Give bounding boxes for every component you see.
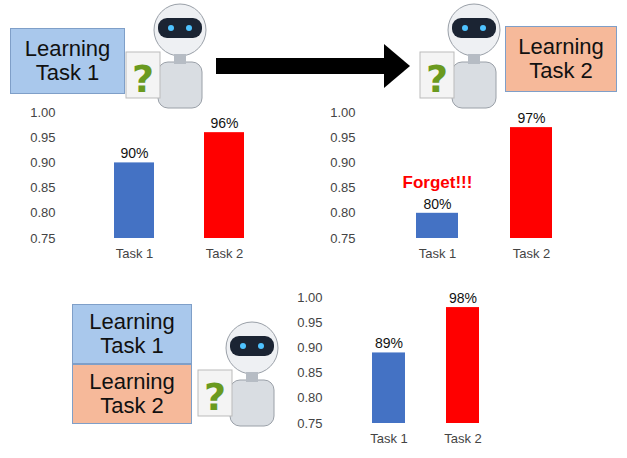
svg-text:Task 2: Task 2 <box>513 246 551 261</box>
svg-text:Task 1: Task 1 <box>419 246 457 261</box>
svg-text:90%: 90% <box>120 145 148 161</box>
svg-text:0.85: 0.85 <box>30 180 55 195</box>
svg-text:Forget!!!: Forget!!! <box>403 172 473 191</box>
svg-text:1.00: 1.00 <box>330 105 355 120</box>
svg-text:0.75: 0.75 <box>297 416 322 431</box>
svg-text:Task 1: Task 1 <box>116 246 154 261</box>
svg-text:98%: 98% <box>449 290 477 306</box>
svg-text:0.75: 0.75 <box>330 231 355 246</box>
svg-text:0.80: 0.80 <box>297 390 322 405</box>
svg-text:0.85: 0.85 <box>297 365 322 380</box>
svg-text:?: ? <box>204 375 226 419</box>
svg-text:Task 1: Task 1 <box>370 431 408 446</box>
svg-text:Task 2: Task 2 <box>206 246 244 261</box>
svg-text:0.75: 0.75 <box>30 231 55 246</box>
svg-text:0.90: 0.90 <box>30 155 55 170</box>
svg-text:80%: 80% <box>423 196 451 212</box>
svg-text:0.80: 0.80 <box>330 205 355 220</box>
svg-text:0.85: 0.85 <box>330 180 355 195</box>
svg-text:0.95: 0.95 <box>30 130 55 145</box>
svg-text:89%: 89% <box>375 335 403 351</box>
svg-text:96%: 96% <box>210 115 238 131</box>
svg-text:?: ? <box>426 57 448 101</box>
svg-text:0.95: 0.95 <box>297 315 322 330</box>
svg-text:97%: 97% <box>517 110 545 126</box>
svg-text:Task 2: Task 2 <box>444 431 482 446</box>
svg-text:1.00: 1.00 <box>30 105 55 120</box>
svg-text:0.80: 0.80 <box>30 205 55 220</box>
html-text:Learning Task 1: Learning Task 1 <box>89 308 175 358</box>
html-text:Learning Task 1: Learning Task 1 <box>24 35 111 85</box>
svg-text:0.90: 0.90 <box>330 155 355 170</box>
html-text:Learning Task 2: Learning Task 2 <box>89 368 175 418</box>
html-text:Learning Task 2: Learning Task 2 <box>518 33 604 83</box>
svg-text:?: ? <box>132 57 154 101</box>
svg-text:0.95: 0.95 <box>330 130 355 145</box>
svg-text:0.90: 0.90 <box>297 340 322 355</box>
svg-text:1.00: 1.00 <box>297 290 322 305</box>
